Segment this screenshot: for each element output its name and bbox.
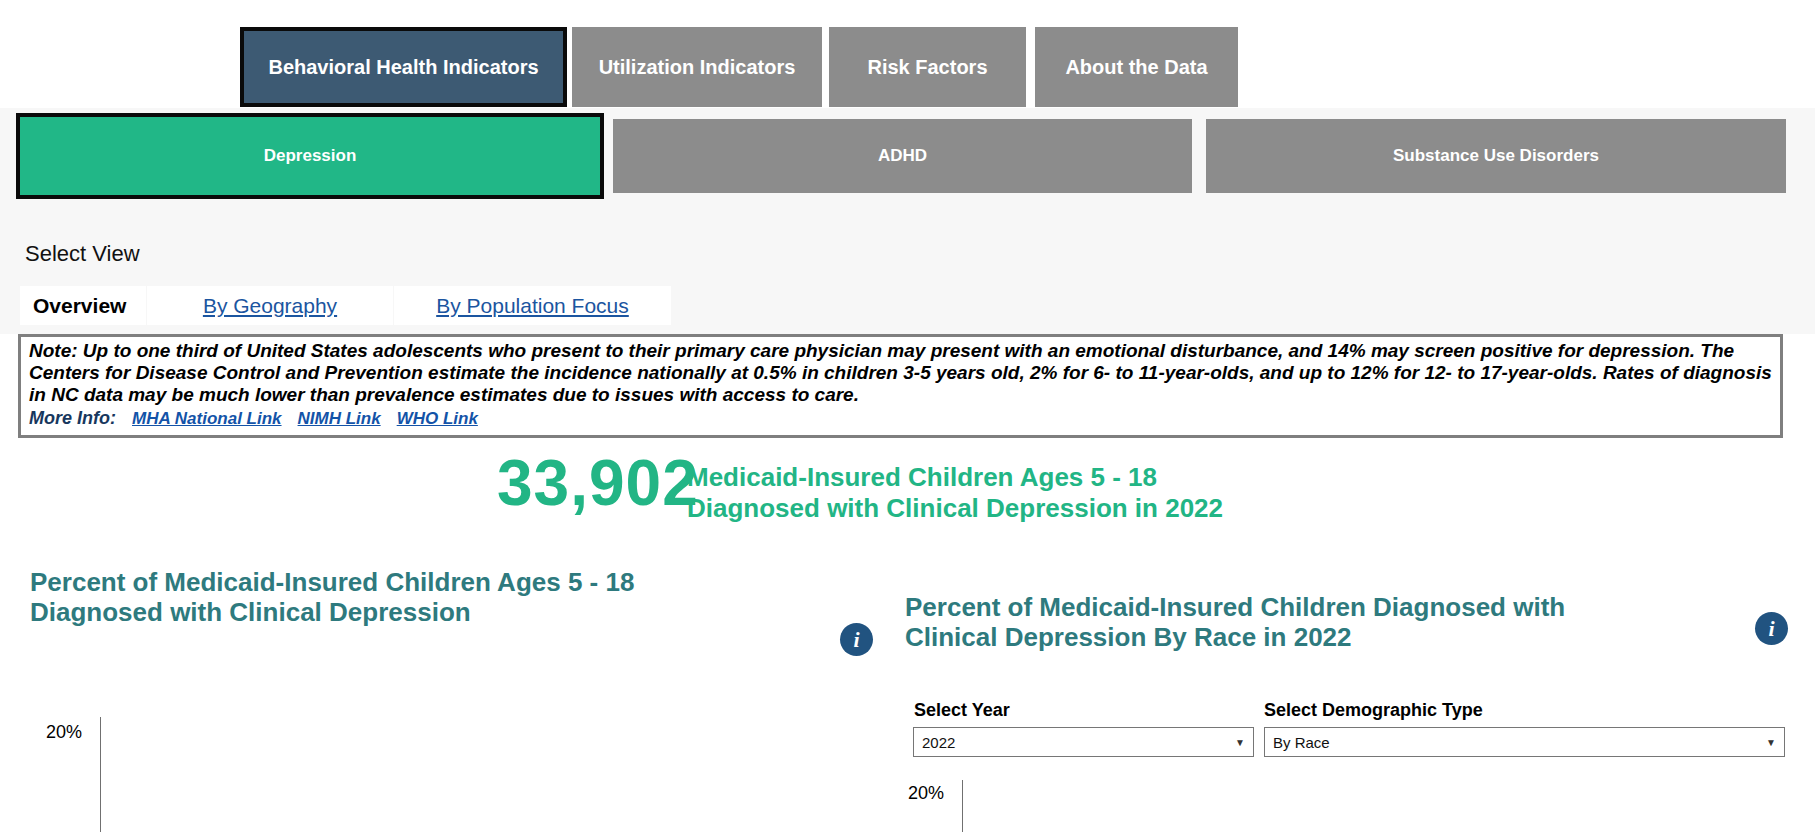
select-demographic-type-value: By Race — [1273, 734, 1766, 751]
tab-adhd[interactable]: ADHD — [613, 119, 1192, 193]
link-mha-national[interactable]: MHA National Link — [132, 409, 282, 429]
link-who[interactable]: WHO Link — [397, 409, 478, 429]
right-chart-y-axis — [962, 780, 963, 832]
left-chart-title-line1: Percent of Medicaid-Insured Children Age… — [30, 567, 730, 597]
info-icon[interactable]: i — [1755, 612, 1788, 645]
view-tab-by-geography[interactable]: By Geography — [147, 286, 393, 325]
tab-substance-use-disorders[interactable]: Substance Use Disorders — [1206, 119, 1786, 193]
tab-label: Behavioral Health Indicators — [268, 56, 538, 79]
info-icon[interactable]: i — [840, 623, 873, 656]
tab-risk-factors[interactable]: Risk Factors — [829, 27, 1026, 107]
view-tab-overview[interactable]: Overview — [20, 286, 146, 325]
select-year-dropdown[interactable]: 2022 ▼ — [913, 727, 1254, 757]
view-tab-by-population-focus[interactable]: By Population Focus — [394, 286, 671, 325]
more-info-label: More Info: — [29, 408, 116, 429]
view-tab-label: By Population Focus — [436, 294, 629, 318]
right-chart-title-line1: Percent of Medicaid-Insured Children Dia… — [905, 592, 1645, 622]
view-tab-label: Overview — [33, 294, 126, 318]
kpi-value: 33,902 — [497, 451, 699, 515]
dropdown-caret-icon: ▼ — [1235, 737, 1245, 748]
select-year-value: 2022 — [922, 734, 1235, 751]
tab-label: Risk Factors — [867, 56, 987, 79]
select-demographic-type-label: Select Demographic Type — [1264, 700, 1483, 721]
left-chart-y-axis — [100, 717, 101, 832]
left-chart-title: Percent of Medicaid-Insured Children Age… — [30, 567, 730, 627]
tab-utilization-indicators[interactable]: Utilization Indicators — [572, 27, 822, 107]
select-year-label: Select Year — [914, 700, 1010, 721]
note-text: Note: Up to one third of United States a… — [29, 340, 1772, 406]
dropdown-caret-icon: ▼ — [1766, 737, 1776, 748]
view-tab-label: By Geography — [203, 294, 337, 318]
note-box: Note: Up to one third of United States a… — [18, 334, 1783, 438]
tab-label: ADHD — [878, 146, 927, 166]
dashboard: Behavioral Health Indicators Utilization… — [0, 0, 1815, 832]
right-chart-title-line2: Clinical Depression By Race in 2022 — [905, 622, 1645, 652]
tab-label: Substance Use Disorders — [1393, 146, 1599, 166]
tab-label: Utilization Indicators — [599, 56, 796, 79]
right-chart-y-tick: 20% — [908, 783, 944, 804]
kpi-label-line1: Medicaid-Insured Children Ages 5 - 18 — [687, 462, 1223, 493]
tab-depression[interactable]: Depression — [16, 113, 604, 199]
tab-label: About the Data — [1065, 56, 1207, 79]
kpi-label-line2: Diagnosed with Clinical Depression in 20… — [687, 493, 1223, 524]
tab-about-the-data[interactable]: About the Data — [1035, 27, 1238, 107]
right-chart-title: Percent of Medicaid-Insured Children Dia… — [905, 592, 1645, 652]
left-chart-title-line2: Diagnosed with Clinical Depression — [30, 597, 730, 627]
left-chart-y-tick: 20% — [46, 722, 82, 743]
select-view-label: Select View — [25, 241, 140, 267]
kpi-label: Medicaid-Insured Children Ages 5 - 18 Di… — [687, 462, 1223, 524]
tab-label: Depression — [264, 146, 357, 166]
link-nimh[interactable]: NIMH Link — [298, 409, 381, 429]
select-demographic-type-dropdown[interactable]: By Race ▼ — [1264, 727, 1785, 757]
more-info-row: More Info: MHA National Link NIMH Link W… — [29, 408, 1772, 429]
tab-behavioral-health-indicators[interactable]: Behavioral Health Indicators — [240, 27, 567, 107]
